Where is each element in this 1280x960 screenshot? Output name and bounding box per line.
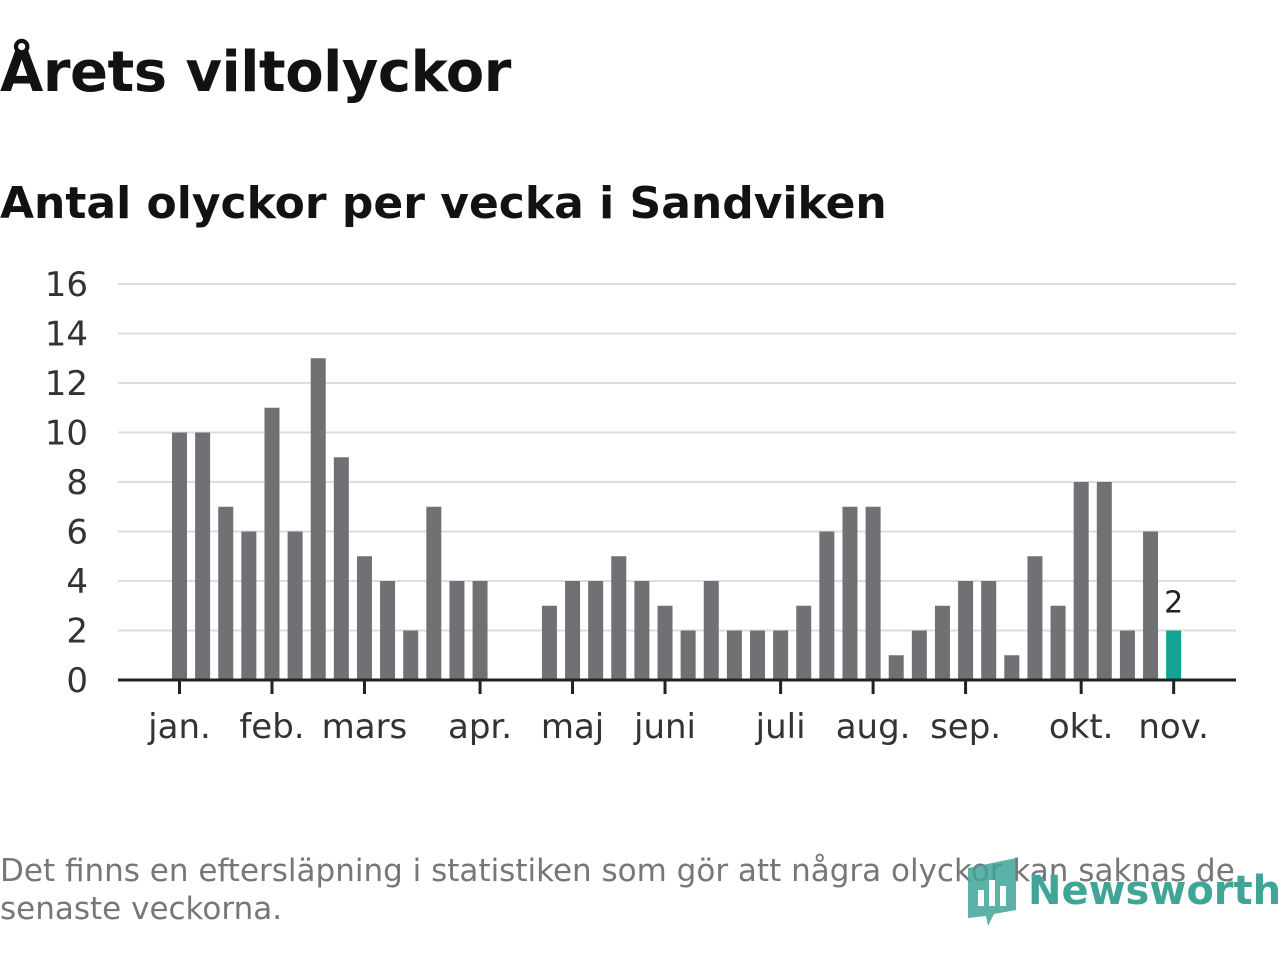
y-tick-label: 2 bbox=[66, 612, 88, 652]
bar bbox=[380, 581, 396, 680]
newsworthy-logo-text: Newsworthy bbox=[1028, 868, 1280, 914]
bar-chart: 0 2 4 6 8 10 12 14 16 2 jan. feb. mars apr. maj juni jul… bbox=[45, 265, 1236, 747]
bar bbox=[1143, 531, 1159, 680]
y-tick-label: 10 bbox=[45, 414, 88, 454]
y-tick-label: 14 bbox=[45, 315, 88, 355]
bar bbox=[541, 605, 557, 680]
bar bbox=[981, 581, 997, 680]
x-tick-label: juli bbox=[755, 707, 806, 747]
bar bbox=[842, 506, 858, 680]
footnote: Det finns en eftersläpning i statistiken… bbox=[0, 853, 1235, 927]
x-tick-label: apr. bbox=[448, 707, 512, 747]
bar bbox=[680, 630, 696, 680]
bar bbox=[1050, 605, 1066, 680]
bar bbox=[264, 407, 280, 680]
labels: 0 2 4 6 8 10 12 14 16 2 jan. feb. mars apr. maj juni jul… bbox=[45, 265, 1209, 747]
bar bbox=[333, 457, 349, 680]
bar bbox=[1027, 556, 1043, 680]
bar bbox=[657, 605, 673, 680]
x-axis bbox=[118, 678, 1236, 694]
bar bbox=[726, 630, 742, 680]
bar bbox=[403, 630, 419, 680]
grid-lines bbox=[118, 283, 1236, 632]
bar bbox=[703, 581, 719, 680]
y-tick-label: 8 bbox=[66, 463, 88, 503]
bar bbox=[426, 506, 442, 680]
y-tick-label: 6 bbox=[66, 513, 88, 553]
x-tick-label: nov. bbox=[1138, 707, 1209, 747]
x-tick-label: mars bbox=[322, 707, 408, 747]
highlight-value-label: 2 bbox=[1164, 586, 1183, 621]
bar bbox=[218, 506, 234, 680]
x-tick-label: juni bbox=[633, 707, 696, 747]
bar bbox=[750, 630, 765, 680]
x-tick-label: jan. bbox=[147, 707, 211, 747]
y-tick-label: 0 bbox=[66, 661, 88, 701]
bar bbox=[310, 358, 326, 680]
bar bbox=[241, 531, 257, 680]
bar-highlight bbox=[1166, 630, 1182, 680]
bar bbox=[611, 556, 627, 680]
bars bbox=[172, 358, 1182, 680]
bar bbox=[195, 432, 211, 680]
bar bbox=[796, 605, 812, 680]
x-tick-label: sep. bbox=[930, 707, 1001, 747]
bar bbox=[773, 630, 789, 680]
y-tick-label: 12 bbox=[45, 364, 88, 404]
bar bbox=[1004, 655, 1020, 680]
bar bbox=[588, 581, 604, 680]
bar bbox=[565, 581, 581, 680]
newsworthy-logo: Newsworthy bbox=[966, 856, 1280, 926]
bar bbox=[634, 581, 650, 680]
y-tick-label: 16 bbox=[45, 265, 88, 305]
bar bbox=[472, 581, 488, 680]
bar bbox=[449, 581, 465, 680]
bar bbox=[819, 531, 835, 680]
bar bbox=[356, 556, 372, 680]
bar bbox=[888, 655, 904, 680]
bar bbox=[865, 506, 881, 680]
bar bbox=[1096, 482, 1112, 680]
x-tick-label: maj bbox=[541, 707, 604, 747]
bar bbox=[934, 605, 950, 680]
bar bbox=[287, 531, 303, 680]
newsworthy-logo-icon bbox=[968, 858, 1016, 926]
x-tick-label: okt. bbox=[1049, 707, 1114, 747]
x-tick-label: feb. bbox=[239, 707, 304, 747]
bar bbox=[958, 581, 974, 680]
bar bbox=[172, 432, 187, 680]
x-tick-label: aug. bbox=[836, 707, 911, 747]
y-tick-label: 4 bbox=[66, 562, 88, 602]
bar bbox=[1073, 482, 1089, 680]
bar bbox=[911, 630, 927, 680]
chart-subtitle: Antal olyckor per vecka i Sandviken bbox=[0, 178, 887, 229]
chart-title: Årets viltolyckor bbox=[0, 40, 511, 105]
bar bbox=[1119, 630, 1135, 680]
